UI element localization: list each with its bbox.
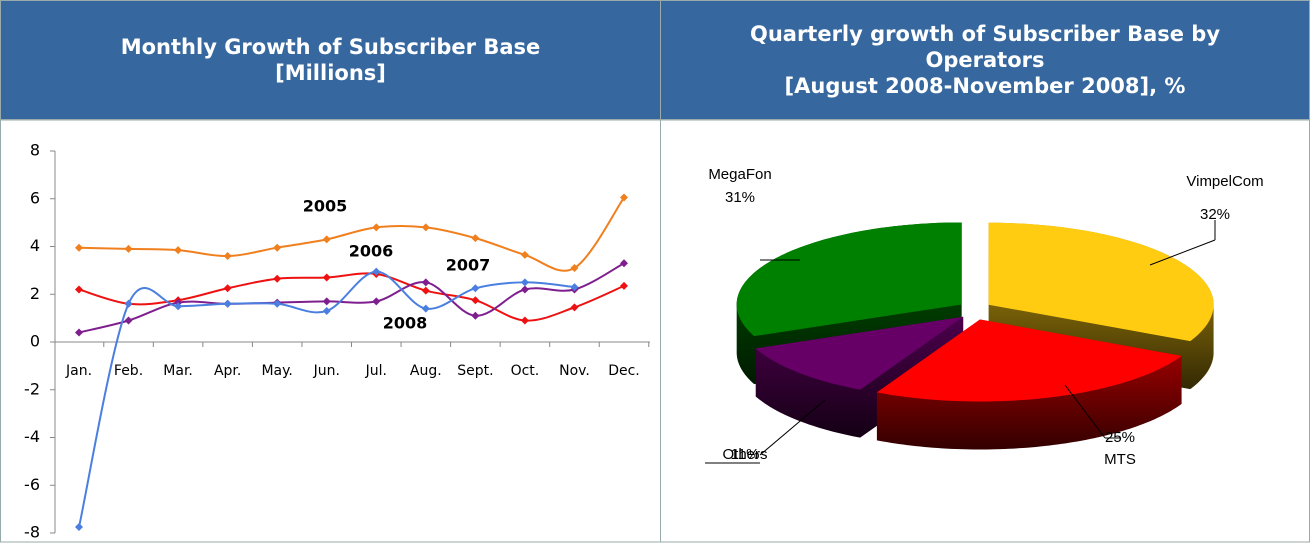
x-tick-label: May.	[261, 363, 292, 379]
point	[174, 246, 183, 255]
x-tick-label: Feb.	[114, 363, 143, 379]
point	[471, 311, 480, 320]
slice-value-label: 32%	[1200, 206, 1230, 223]
point	[174, 302, 183, 311]
slice-label: Others	[722, 446, 767, 463]
point	[223, 252, 232, 261]
series-label: 2008	[383, 314, 428, 333]
line-chart: -8 -6 -4 -2 0 2 4 6 8 Jan. Feb. Mar. Apr. May. Jun. Jul…	[0, 120, 661, 543]
x-tick-label: Dec.	[608, 363, 640, 379]
point	[520, 278, 529, 287]
point	[124, 299, 133, 308]
leader-line	[1064, 384, 1106, 439]
y-tick-label: 4	[30, 236, 40, 255]
x-tick-label: Jan.	[65, 363, 92, 379]
x-tick-label: Aug.	[410, 363, 442, 379]
point	[421, 286, 430, 295]
point	[322, 297, 331, 306]
series-label: 2005	[303, 197, 348, 216]
series-label: 2006	[349, 242, 394, 261]
point	[273, 243, 282, 252]
header-left: Monthly Growth of Subscriber Base [Milli…	[0, 0, 661, 120]
y-tick-label: 0	[30, 332, 40, 351]
y-tick-label: -4	[24, 427, 40, 446]
point	[372, 223, 381, 232]
point	[273, 274, 282, 283]
chart-title: Monthly Growth of Subscriber Base	[120, 35, 541, 59]
point	[570, 283, 579, 292]
point	[75, 523, 83, 532]
y-tick-label: 6	[30, 188, 40, 207]
y-tick-label: -6	[24, 475, 40, 494]
x-tick-label: Mar.	[163, 363, 193, 379]
slice-label: MegaFon	[708, 166, 771, 183]
point	[620, 193, 628, 202]
point	[570, 263, 579, 272]
x-tick-label: Apr.	[214, 363, 241, 379]
slice-value-label: 31%	[725, 189, 755, 206]
header-right: Quarterly growth of Subscriber Base by O…	[660, 0, 1310, 120]
point	[372, 297, 381, 306]
point	[322, 273, 331, 282]
point	[620, 281, 628, 290]
slice-label: MTS	[1104, 451, 1136, 468]
point	[273, 299, 282, 308]
point	[520, 316, 529, 325]
slice	[755, 316, 964, 390]
point	[520, 250, 529, 259]
leader-line	[1149, 239, 1216, 266]
leader-line	[759, 399, 826, 456]
y-tick-label: -2	[24, 379, 40, 398]
slice	[988, 222, 1214, 342]
point	[520, 285, 529, 294]
point	[620, 259, 628, 268]
point	[471, 296, 480, 305]
slice-value-label: 25%	[1105, 429, 1135, 446]
slice	[736, 222, 962, 337]
x-tick-label: Nov.	[559, 363, 590, 379]
y-tick-label: 2	[30, 284, 40, 303]
point	[322, 235, 331, 244]
y-tick-label: -8	[24, 523, 40, 542]
point	[124, 244, 133, 253]
y-tick-label: 8	[30, 141, 40, 160]
point	[421, 304, 430, 313]
point	[570, 303, 579, 312]
point	[75, 285, 83, 294]
point	[223, 299, 232, 308]
point	[471, 234, 480, 243]
point	[421, 278, 430, 287]
chart-subtitle: [Millions]	[275, 61, 386, 85]
point	[322, 306, 331, 315]
point	[124, 316, 133, 325]
x-tick-label: Jul.	[365, 363, 387, 379]
point	[75, 243, 83, 252]
chart-title: Quarterly growth of Subscriber Base by O…	[749, 22, 1221, 72]
slice	[876, 319, 1182, 402]
slice-label: VimpelCom	[1186, 173, 1263, 190]
point	[372, 267, 381, 276]
point	[421, 223, 430, 232]
point	[223, 284, 232, 293]
chart-subtitle: [August 2008-November 2008], %	[784, 74, 1186, 98]
series-line	[78, 272, 625, 322]
x-tick-label: Oct.	[511, 363, 540, 379]
x-tick-label: Jun.	[313, 363, 340, 379]
point	[471, 284, 480, 293]
slice-value-label: 11%	[731, 446, 760, 463]
series-label: 2007	[446, 256, 491, 275]
point	[75, 328, 83, 337]
frame	[0, 120, 661, 543]
x-tick-label: Sept.	[457, 363, 493, 379]
